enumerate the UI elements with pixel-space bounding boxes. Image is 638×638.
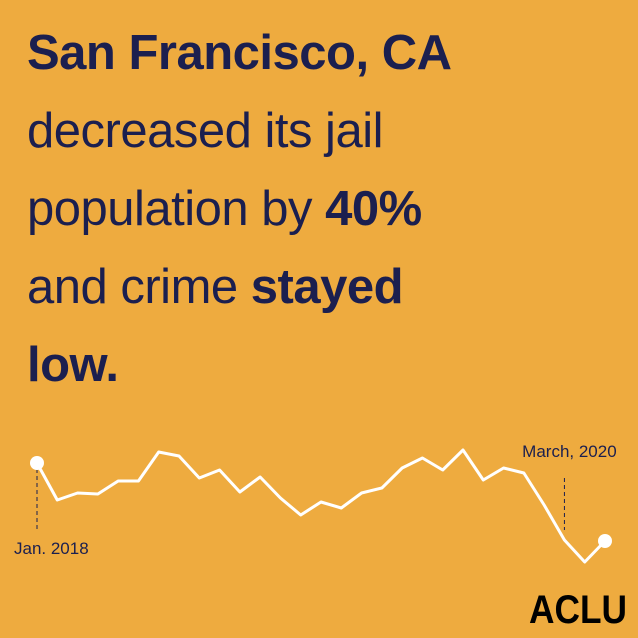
annotation: March, 2020 xyxy=(522,442,617,461)
headline-line: San Francisco, CA xyxy=(27,14,452,92)
headline-line: decreased its jail xyxy=(27,92,451,170)
end-point xyxy=(30,456,44,470)
headline-line: population by 40% xyxy=(27,170,451,248)
text: population by xyxy=(27,182,326,236)
logo: ACLU xyxy=(529,588,627,632)
headline-line: low. xyxy=(27,326,451,404)
annotation: Jan. 2018 xyxy=(14,539,89,558)
line xyxy=(35,448,607,564)
headline-line: and crime stayed xyxy=(27,248,451,326)
text: and crime xyxy=(27,260,251,314)
end-point xyxy=(598,534,612,548)
emphasis: 40% xyxy=(325,182,422,236)
text: decreased its jail xyxy=(27,104,383,158)
emphasis: low. xyxy=(27,338,119,392)
headline: San Francisco, CA decreased its jail pop… xyxy=(27,14,452,404)
emphasis: stayed xyxy=(250,260,404,314)
place: San Francisco, CA xyxy=(27,26,452,80)
